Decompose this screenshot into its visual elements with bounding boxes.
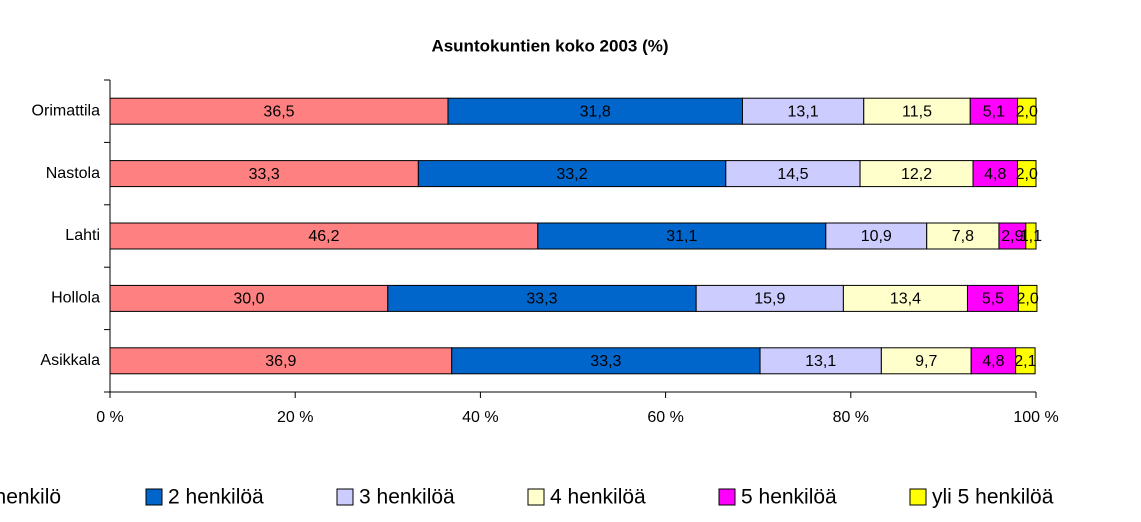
legend-label: 4 henkilöä [550, 486, 646, 509]
data-label: 13,4 [890, 291, 921, 308]
x-tick-label: 20 % [277, 409, 313, 426]
legend-swatch [527, 488, 545, 506]
x-tick-label: 100 % [1013, 409, 1058, 426]
data-label: 12,2 [901, 166, 932, 183]
data-label: 9,7 [915, 353, 937, 370]
legend-swatch [145, 488, 163, 506]
bar-segment [451, 347, 761, 375]
bar-segment [880, 347, 972, 375]
y-tick-label: Nastola [46, 165, 100, 182]
bar-segment [972, 160, 1018, 188]
data-label: 36,9 [265, 353, 296, 370]
bar-segment [842, 284, 968, 312]
data-label: 15,9 [754, 291, 785, 308]
bar-segment [741, 97, 865, 125]
data-label: 2,0 [1016, 166, 1038, 183]
data-label: 33,2 [557, 166, 588, 183]
bar-segment [966, 284, 1019, 312]
data-label: 1,1 [1020, 228, 1042, 245]
data-label: 33,3 [590, 353, 621, 370]
legend-label: 2 henkilöä [168, 486, 264, 509]
x-tick-label: 0 % [96, 409, 124, 426]
legend-swatch [909, 488, 927, 506]
y-tick-label: Orimattila [32, 102, 101, 119]
bar-segment [417, 160, 727, 188]
data-label: 31,1 [666, 228, 697, 245]
data-label: 5,5 [982, 291, 1004, 308]
data-label: 13,1 [805, 353, 836, 370]
y-tick-label: Asikkala [40, 352, 100, 369]
data-label: 14,5 [777, 166, 808, 183]
bar-segment [1016, 97, 1037, 125]
bar-segment [1016, 160, 1037, 188]
y-tick-label: Hollola [51, 290, 100, 307]
bar-segment [109, 160, 419, 188]
legend-label: 1 henkilö [0, 486, 61, 509]
legend-label: 5 henkilöä [741, 486, 837, 509]
data-label: 31,8 [580, 103, 611, 120]
bar-segment [109, 222, 539, 250]
data-label: 2,1 [1014, 353, 1036, 370]
legend-swatch [336, 488, 354, 506]
data-label: 36,5 [263, 103, 294, 120]
data-label: 7,8 [952, 228, 974, 245]
data-label: 46,2 [308, 228, 339, 245]
data-label: 2,0 [1016, 103, 1038, 120]
x-tick-label: 60 % [647, 409, 683, 426]
chart-title: Asuntokuntien koko 2003 (%) [431, 36, 668, 55]
legend-swatch [718, 488, 736, 506]
bar-segment [926, 222, 1000, 250]
data-label: 30,0 [233, 291, 264, 308]
data-label: 2,9 [1001, 228, 1023, 245]
data-label: 13,1 [788, 103, 819, 120]
data-label: 33,3 [526, 291, 557, 308]
x-tick-label: 40 % [462, 409, 498, 426]
data-label: 33,3 [249, 166, 280, 183]
bar-segment [109, 347, 453, 375]
data-label: 4,8 [982, 353, 1004, 370]
bar-segment [387, 284, 697, 312]
data-label: 11,5 [902, 103, 932, 120]
data-label: 4,8 [984, 166, 1006, 183]
bar-segment [1025, 222, 1037, 250]
bar-segment [537, 222, 827, 250]
data-label: 10,9 [861, 228, 892, 245]
legend-label: 3 henkilöä [359, 486, 455, 509]
bar-segment [1017, 284, 1038, 312]
bar-segment [759, 347, 882, 375]
bar-segment [725, 160, 861, 188]
x-tick-label: 80 % [833, 409, 869, 426]
data-label: 2,0 [1017, 291, 1039, 308]
y-tick-label: Lahti [65, 227, 100, 244]
bar-segment [825, 222, 928, 250]
data-label: 5,1 [983, 103, 1005, 120]
bar-segment [1015, 347, 1036, 375]
bar-segment [859, 160, 974, 188]
legend-label: yli 5 henkilöä [932, 486, 1054, 509]
